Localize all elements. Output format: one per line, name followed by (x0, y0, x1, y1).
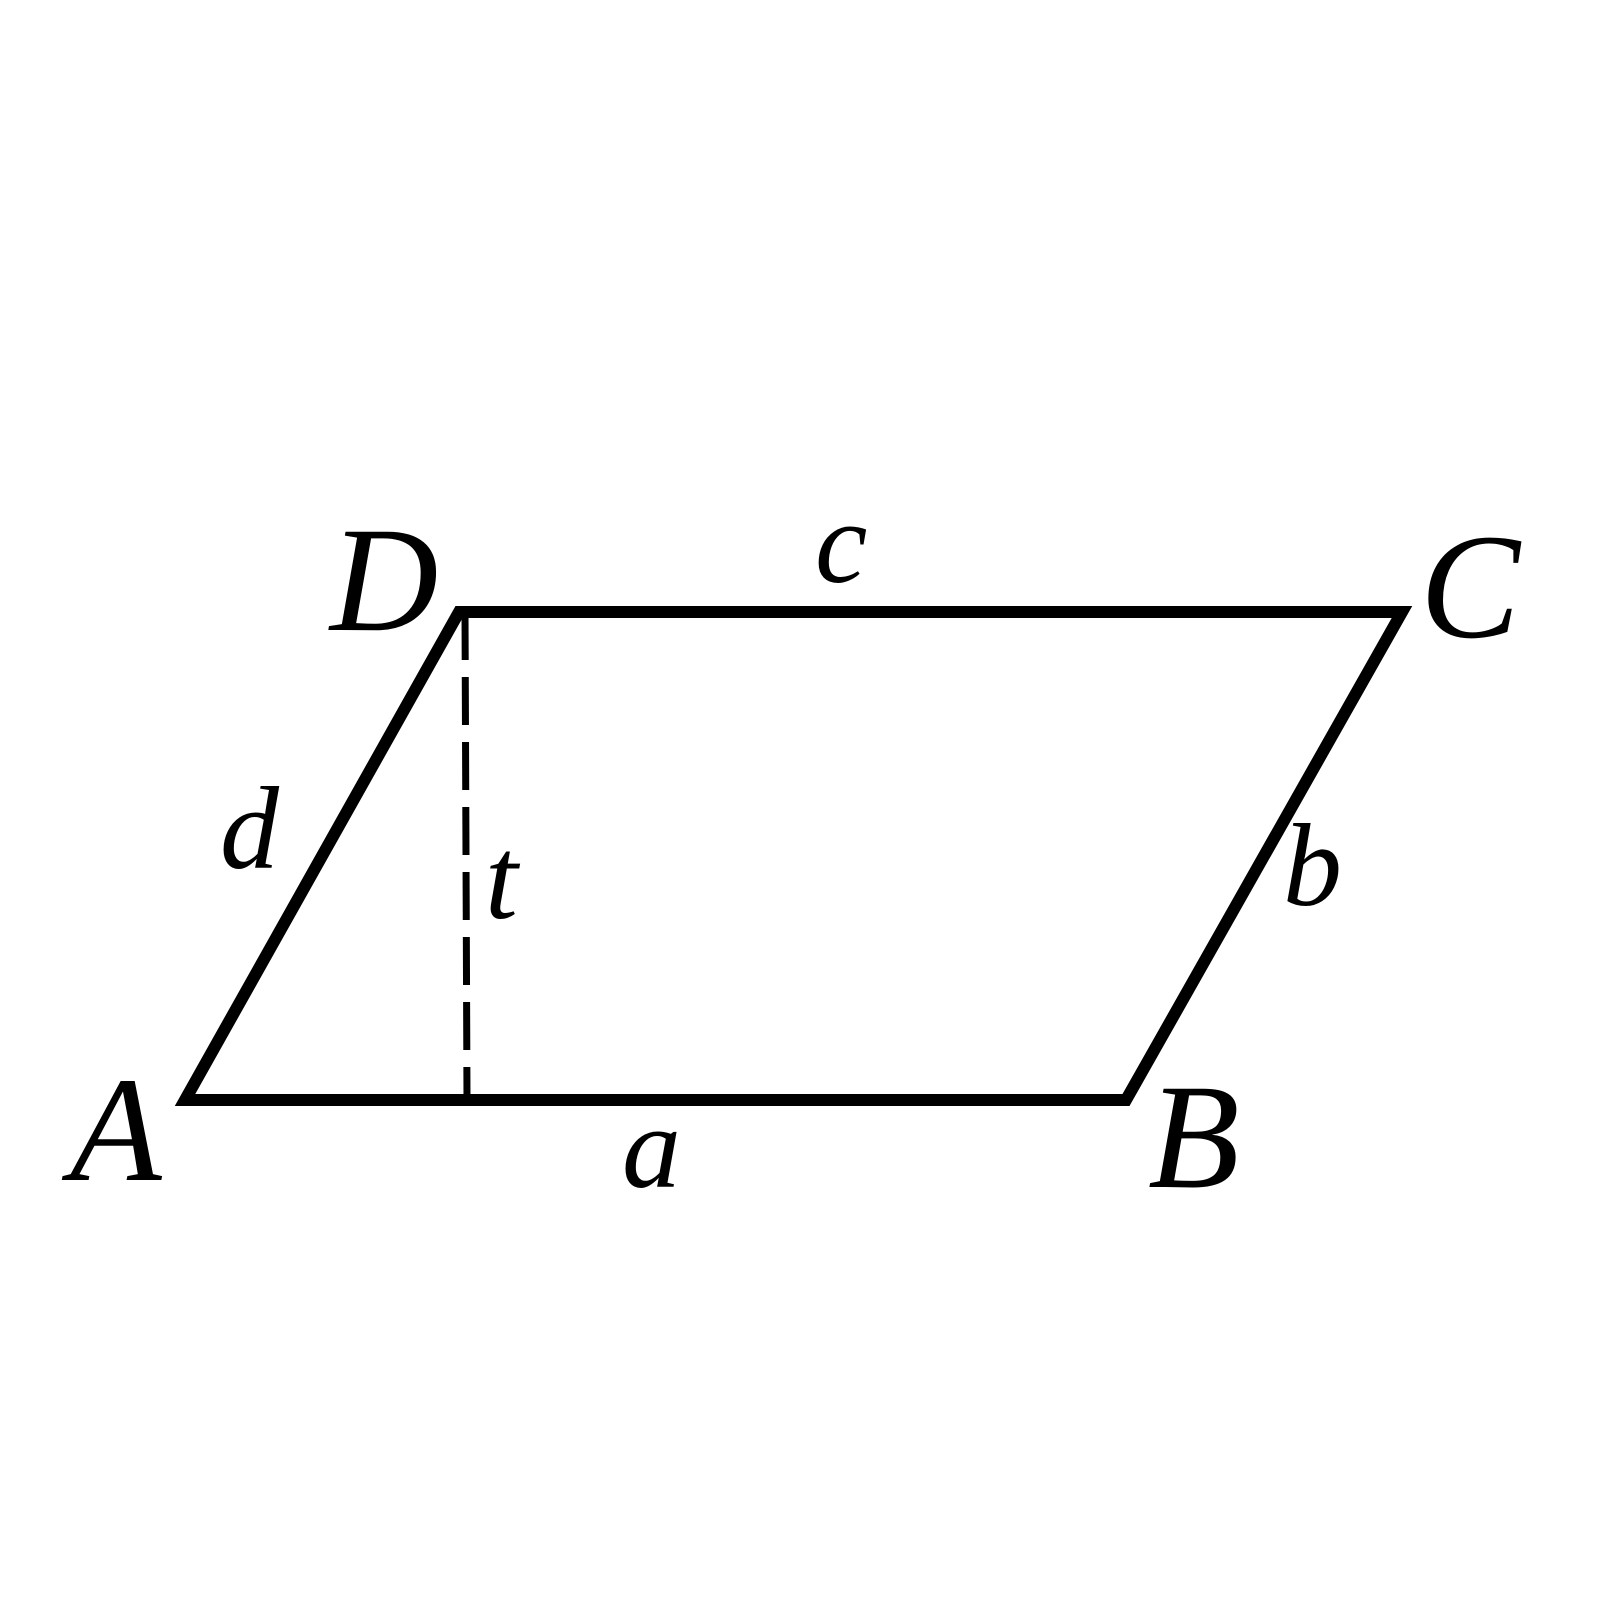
vertex-label-b: B (1148, 1054, 1240, 1220)
side-label-right: b (1283, 800, 1342, 931)
height-line (461, 611, 471, 1101)
height-label: t (485, 813, 521, 944)
parallelogram-outline (174, 606, 1413, 1106)
vertex-label-c: C (1420, 504, 1522, 670)
side-label-top: c (815, 477, 867, 608)
side-label-left: d (220, 763, 280, 894)
vertex-label-d: D (328, 497, 438, 663)
side-label-bottom: a (622, 1082, 681, 1213)
vertex-label-a: A (61, 1047, 163, 1213)
